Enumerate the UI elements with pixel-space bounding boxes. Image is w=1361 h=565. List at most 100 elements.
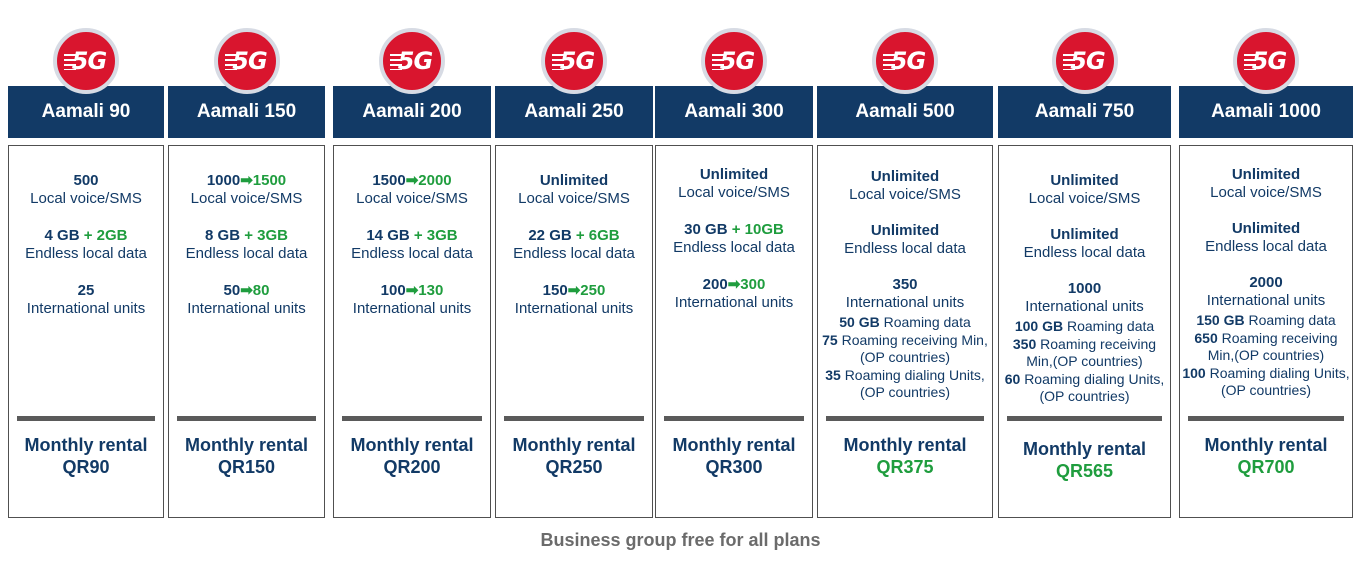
5g-badge-icon: 5G: [379, 28, 445, 94]
5g-badge-icon: 5G: [701, 28, 767, 94]
rental-price: QR700: [1237, 457, 1295, 477]
intl-new-value: 130: [418, 282, 444, 299]
plan-card: 1000➡1500 Local voice/SMS 8 GB + 3GB Endle…: [168, 145, 325, 518]
plan-column: 5G Aamali 150 1000➡1500 Local voice/SMS 8…: [168, 0, 325, 520]
plan-column: 5G Aamali 250 Unlimited Local voice/SMS 2…: [495, 0, 653, 520]
voice-value: 500: [73, 172, 99, 189]
plan-title: Aamali 500: [817, 86, 993, 138]
intl-new-value: 300: [740, 276, 766, 293]
arrow-right-icon: ➡: [405, 172, 419, 189]
intl-new-value: 80: [252, 282, 270, 299]
intl-value: 100: [380, 282, 406, 299]
rental-label: Monthly rental: [24, 435, 148, 455]
rental-label: Monthly rental: [512, 435, 636, 455]
rental-price: QR90: [62, 457, 110, 477]
voice-value: Unlimited: [1050, 172, 1119, 189]
voice-value: Unlimited: [870, 168, 940, 185]
data-bonus: + 6GB: [575, 227, 620, 244]
rental-price: QR250: [545, 457, 603, 477]
intl-value: 50: [223, 282, 241, 299]
rental-label: Monthly rental: [350, 435, 474, 455]
roaming-dialing: 100 Roaming dialing Units,(OP countries): [1182, 364, 1350, 399]
rental-price: QR565: [1055, 461, 1114, 481]
rental-price: QR300: [705, 457, 763, 477]
voice-new-value: 2000: [418, 172, 452, 189]
plan-column: 5G Aamali 90 500 Local voice/SMS 4 GB + 2…: [8, 0, 164, 520]
plan-card: Unlimited Local voice/SMS 30 GB + 10GB End…: [655, 145, 813, 518]
rental-label: Monthly rental: [1022, 439, 1146, 459]
plan-column: 5G Aamali 500 Unlimited Local voice/SMS U…: [817, 0, 993, 520]
intl-value: 25: [77, 282, 95, 299]
intl-value: 1000: [1067, 280, 1102, 297]
data-value: Unlimited: [870, 222, 940, 239]
divider: [1007, 416, 1162, 421]
divider: [664, 416, 804, 421]
plan-column: 5G Aamali 1000 Unlimited Local voice/SMS …: [1179, 0, 1353, 520]
intl-value: 150: [542, 282, 568, 299]
plan-card: 500 Local voice/SMS 4 GB + 2GB Endless loc…: [8, 145, 164, 518]
plan-card: Unlimited Local voice/SMS 22 GB + 6GB Endl…: [495, 145, 653, 518]
rental-price: QR375: [876, 457, 934, 477]
5g-badge-icon: 5G: [53, 28, 119, 94]
intl-new-value: 250: [580, 282, 606, 299]
5g-badge-icon: 5G: [1233, 28, 1299, 94]
plan-column: 5G Aamali 300 Unlimited Local voice/SMS 3…: [655, 0, 813, 520]
plan-title: Aamali 300: [655, 86, 813, 138]
data-value: 8 GB: [205, 227, 241, 244]
plan-column: 5G Aamali 750 Unlimited Local voice/SMS U…: [998, 0, 1171, 520]
divider: [342, 416, 482, 421]
voice-value: 1500: [372, 172, 406, 189]
roaming-dialing: 35 Roaming dialing Units,(OP countries): [825, 366, 985, 401]
rental-price: QR150: [217, 457, 276, 477]
plan-card: 1500➡2000 Local voice/SMS 14 GB + 3GB Endl…: [333, 145, 491, 518]
data-value: 30 GB: [684, 221, 728, 238]
divider: [504, 416, 644, 421]
roaming-receiving: 75 Roaming receiving Min,(OP countries): [822, 331, 988, 366]
voice-value: Unlimited: [1231, 166, 1301, 183]
data-bonus: + 2GB: [83, 227, 128, 244]
5g-badge-icon: 5G: [872, 28, 938, 94]
divider: [1188, 416, 1344, 421]
rental-label: Monthly rental: [672, 435, 796, 455]
rental-label: Monthly rental: [843, 435, 967, 455]
data-bonus: + 10GB: [731, 221, 784, 238]
divider: [177, 416, 316, 421]
plan-card: Unlimited Local voice/SMS Unlimited Endles…: [998, 145, 1171, 518]
data-value: 22 GB: [528, 227, 572, 244]
roaming-dialing: 60 Roaming dialing Units,(OP countries): [1004, 370, 1165, 405]
data-bonus: + 3GB: [244, 227, 288, 244]
arrow-right-icon: ➡: [567, 282, 581, 299]
roaming-receiving: 650 Roaming receiving Min,(OP countries): [1194, 329, 1338, 364]
voice-new-value: 1500: [252, 172, 287, 189]
plan-title: Aamali 750: [998, 86, 1171, 138]
arrow-right-icon: ➡: [727, 276, 741, 293]
data-bonus: + 3GB: [413, 227, 458, 244]
5g-badge-icon: 5G: [1051, 28, 1118, 94]
divider: [17, 416, 155, 421]
roaming-data: 100 GB Roaming data: [1014, 318, 1155, 334]
data-value: Unlimited: [1231, 220, 1301, 237]
roaming-receiving: 350 Roaming receiving Min,(OP countries): [1012, 335, 1157, 370]
roaming-data: 150 GB Roaming data: [1196, 312, 1336, 328]
plan-title: Aamali 1000: [1179, 86, 1353, 138]
plan-title: Aamali 90: [8, 86, 164, 138]
rental-label: Monthly rental: [184, 435, 308, 455]
footer-note: Business group free for all plans: [540, 530, 821, 550]
intl-value: 350: [892, 276, 918, 293]
voice-value: Unlimited: [699, 166, 769, 183]
intl-value: 2000: [1249, 274, 1283, 291]
divider: [826, 416, 984, 421]
roaming-data: 50 GB Roaming data: [839, 314, 971, 330]
voice-value: Unlimited: [539, 172, 609, 189]
arrow-right-icon: ➡: [240, 172, 253, 189]
5g-badge-icon: 5G: [213, 28, 280, 94]
plan-card: Unlimited Local voice/SMS Unlimited Endles…: [817, 145, 993, 518]
data-value: Unlimited: [1050, 226, 1119, 243]
arrow-right-icon: ➡: [405, 282, 419, 299]
plan-title: Aamali 250: [495, 86, 653, 138]
arrow-right-icon: ➡: [240, 282, 253, 299]
voice-value: 1000: [206, 172, 241, 189]
plan-column: 5G Aamali 200 1500➡2000 Local voice/SMS 1…: [333, 0, 491, 520]
rental-label: Monthly rental: [1204, 435, 1328, 455]
data-value: 14 GB: [366, 227, 410, 244]
